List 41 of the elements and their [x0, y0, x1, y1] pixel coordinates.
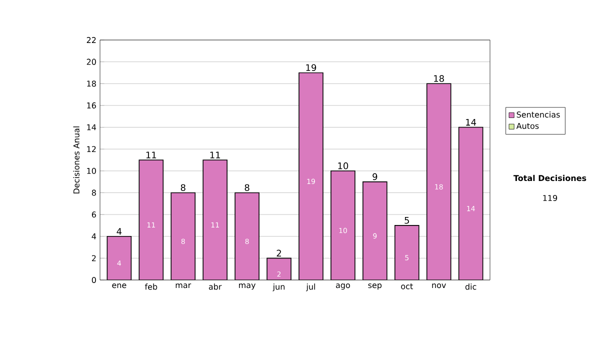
total-label: 18: [434, 75, 444, 82]
y-tick-label: 4: [92, 233, 96, 240]
x-tick-label: nov: [432, 284, 446, 288]
legend-label: Autos: [516, 122, 539, 129]
x-tick-label: ene: [112, 284, 126, 288]
y-tick-label: 22: [86, 37, 96, 43]
x-tick-label: may: [239, 284, 256, 290]
y-tick-label: 2: [92, 255, 96, 262]
y-tick-label: 0: [92, 276, 96, 284]
x-tick-label: sep: [368, 284, 382, 290]
x-tick-label: abr: [208, 284, 222, 290]
total-label: 11: [146, 152, 156, 158]
y-tick-label: 10: [87, 168, 96, 174]
y-tick-label: 6: [92, 212, 96, 218]
total-label: 14: [466, 119, 476, 126]
y-axis-title: Decisiones Anual: [73, 126, 80, 194]
total-label: 10: [338, 162, 348, 170]
x-tick-label: jul: [306, 284, 315, 292]
text: Total Decisiones: [513, 174, 586, 182]
y-tick-label: 8: [92, 190, 96, 196]
total-label: 5: [404, 217, 409, 224]
y-tick-label: 16: [87, 102, 96, 108]
total-label: 4: [116, 228, 122, 235]
x-tick-label: ago: [336, 284, 350, 290]
x-tick-label: oct: [401, 284, 413, 290]
x-tick-label: dic: [465, 284, 476, 290]
x-tick-label: feb: [144, 284, 158, 290]
total-label: 8: [180, 184, 186, 192]
y-tick-label: 12: [87, 146, 96, 152]
x-tick-label: mar: [176, 284, 192, 288]
y-tick-label: 20: [86, 58, 96, 65]
total-label: 8: [244, 184, 250, 192]
y-tick-label: 14: [87, 124, 96, 130]
text: 119: [543, 194, 558, 202]
y-tick-label: 18: [87, 80, 96, 87]
total-label: 11: [210, 152, 220, 158]
legend-label: Sentencias: [516, 111, 560, 118]
total-label: 9: [372, 173, 378, 180]
total-label: 2: [276, 250, 281, 256]
total-label: 19: [306, 64, 316, 72]
x-tick-label: jun: [272, 284, 285, 292]
